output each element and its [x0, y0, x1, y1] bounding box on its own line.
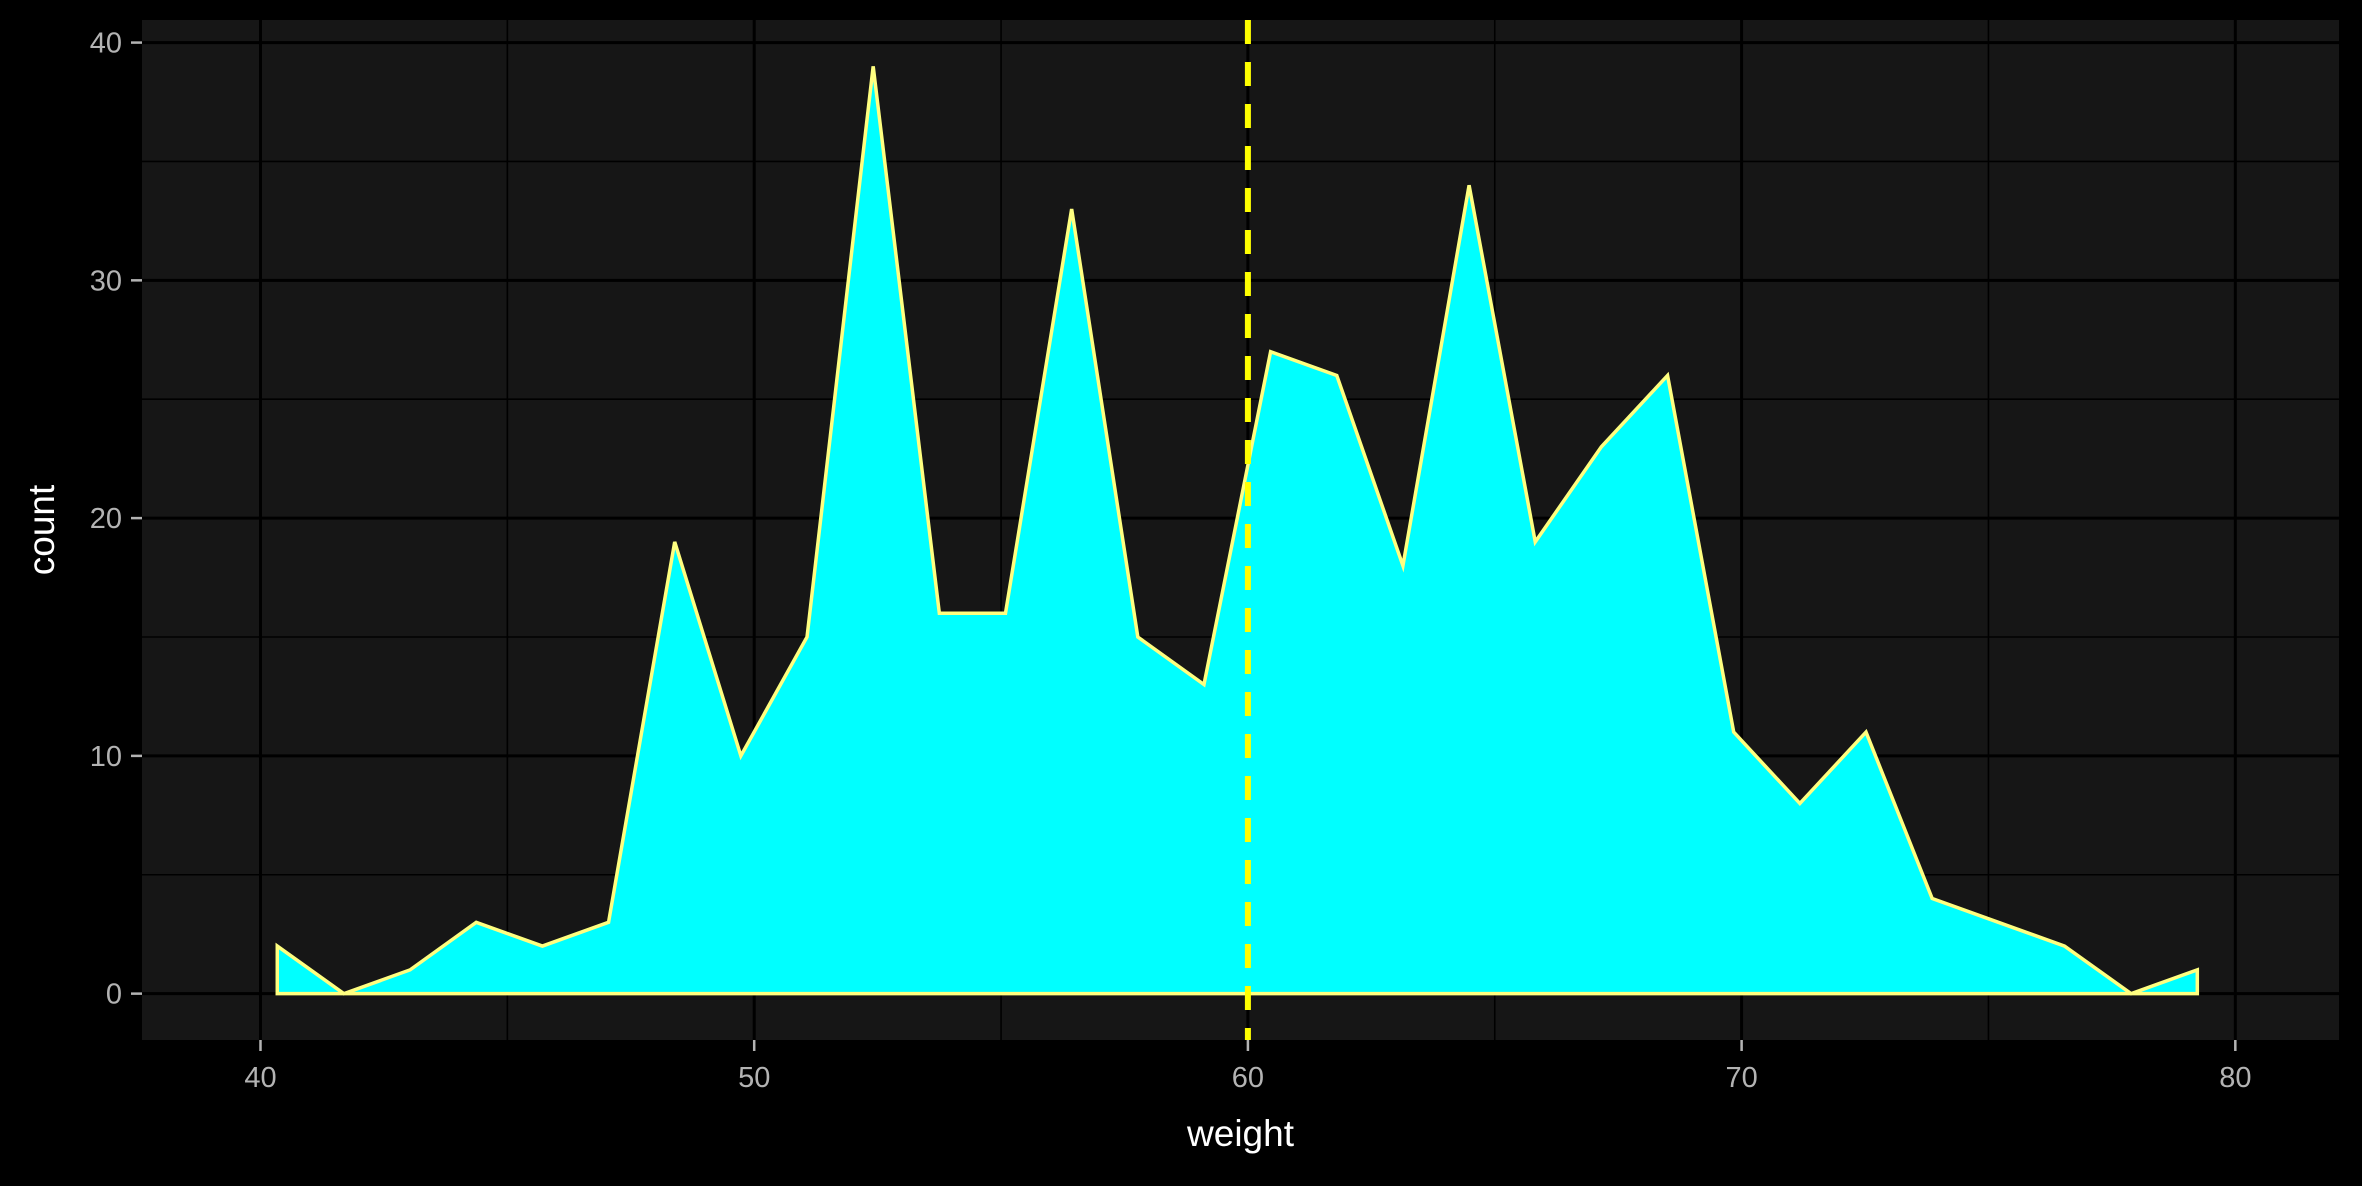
x-tick-label: 50 — [738, 1062, 770, 1094]
y-axis: 0 10 20 30 40 — [90, 28, 142, 1011]
x-axis-title: weight — [1186, 1113, 1295, 1154]
x-tick-label: 70 — [1725, 1062, 1757, 1094]
y-tick-label: 20 — [90, 503, 122, 535]
y-tick-label: 0 — [106, 979, 122, 1011]
area-series — [275, 66, 2200, 996]
x-tick-label: 40 — [244, 1062, 276, 1094]
y-tick-label: 10 — [90, 741, 122, 773]
x-axis: 40 50 60 70 80 — [244, 1040, 2251, 1094]
y-tick-label: 40 — [90, 28, 122, 60]
x-tick-label: 60 — [1232, 1062, 1264, 1094]
y-axis-title: count — [21, 484, 62, 575]
y-tick-label: 30 — [90, 265, 122, 297]
grid-minor — [142, 20, 2339, 1040]
x-tick-label: 80 — [2219, 1062, 2251, 1094]
